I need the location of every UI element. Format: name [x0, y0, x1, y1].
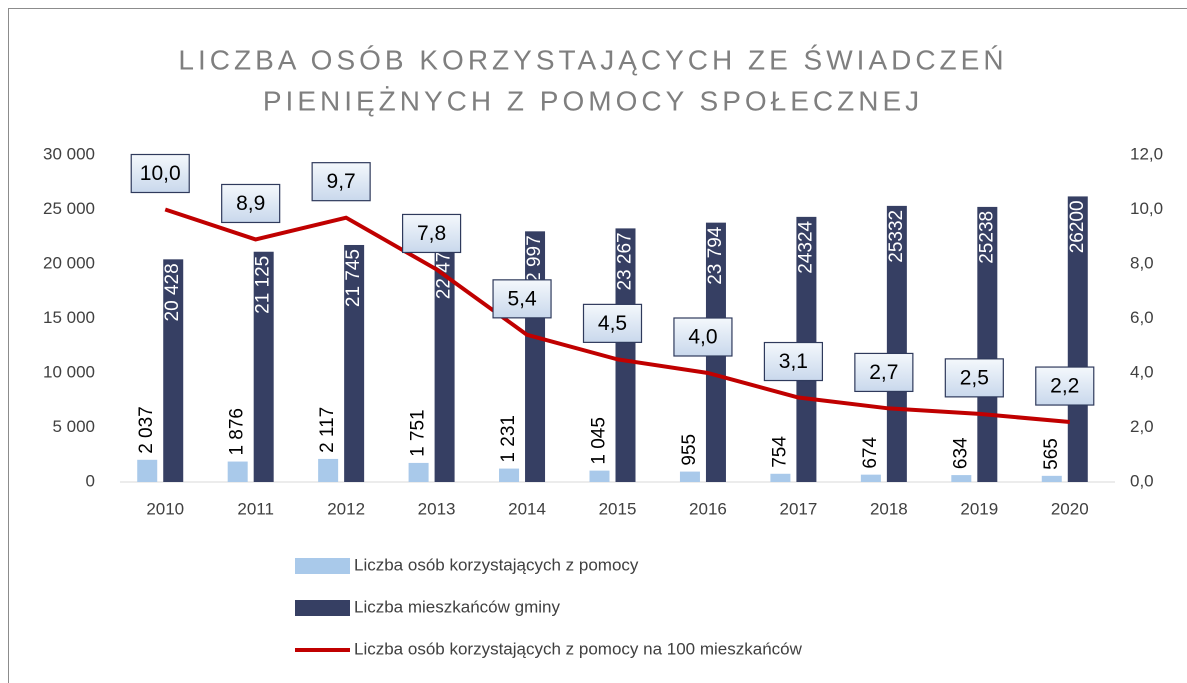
data-label: 7,8 — [417, 222, 446, 245]
data-label: 25332 — [886, 210, 907, 263]
data-label-box — [130, 153, 190, 194]
x-tick-label: 2012 — [327, 499, 365, 518]
data-label: 2 037 — [136, 406, 157, 454]
bar — [408, 462, 429, 482]
data-label: 4,5 — [598, 312, 627, 335]
x-tick-label: 2019 — [960, 499, 998, 518]
data-label: 9,7 — [327, 170, 356, 193]
data-label-box — [582, 303, 643, 343]
data-label-box — [1035, 366, 1095, 406]
x-tick-label: 2013 — [418, 499, 456, 518]
bar — [163, 259, 184, 482]
data-label: 674 — [860, 437, 881, 469]
bar — [137, 459, 158, 482]
x-tick-label: 2010 — [146, 499, 184, 518]
data-label-box — [311, 162, 371, 202]
data-label: 21 745 — [343, 249, 364, 307]
data-label: 24324 — [795, 220, 816, 273]
bar — [679, 471, 700, 482]
x-tick-label: 2016 — [689, 499, 727, 518]
x-tick-label: 2015 — [599, 499, 637, 518]
data-label: 1 751 — [408, 409, 429, 457]
y2-tick-label: 0,0 — [1130, 471, 1154, 490]
bar — [589, 470, 610, 482]
data-label: 2,7 — [869, 361, 898, 384]
data-label-box — [854, 352, 914, 393]
data-label: 4,0 — [688, 326, 717, 349]
data-label: 22 471 — [434, 241, 455, 299]
legend-swatch — [295, 558, 350, 574]
data-label-box — [401, 213, 462, 254]
y2-tick-label: 2,0 — [1130, 417, 1154, 436]
legend-swatch — [295, 600, 350, 616]
data-label: 20 428 — [162, 263, 183, 321]
bar — [227, 461, 248, 482]
data-label: 22 997 — [524, 235, 545, 293]
x-tick-label: 2020 — [1051, 499, 1089, 518]
data-label: 565 — [1041, 438, 1062, 470]
y2-tick-label: 8,0 — [1130, 253, 1154, 272]
data-label-box — [763, 341, 824, 382]
bar — [499, 468, 520, 482]
x-tick-label: 2011 — [237, 499, 274, 518]
data-label: 5,4 — [507, 287, 537, 310]
data-label: 25238 — [976, 211, 997, 264]
bar — [770, 473, 791, 482]
y2-tick-label: 10,0 — [1130, 199, 1163, 218]
x-tick-label: 2018 — [870, 499, 908, 518]
bar — [886, 205, 907, 482]
data-label-box — [944, 358, 1004, 398]
data-label-box — [492, 279, 552, 319]
data-label: 1 231 — [498, 415, 519, 463]
legend-label: Liczba mieszkańców gminy — [354, 597, 560, 616]
bar — [615, 228, 636, 482]
x-tick-label: 2017 — [779, 499, 817, 518]
data-label-box — [221, 183, 281, 224]
bar — [434, 237, 455, 482]
bar — [344, 244, 365, 482]
bar — [1067, 196, 1088, 483]
y2-tick-label: 6,0 — [1130, 308, 1154, 327]
y-tick-label: 10 000 — [43, 362, 95, 381]
bar — [318, 458, 339, 482]
data-label: 955 — [679, 434, 700, 466]
data-label: 26200 — [1067, 200, 1088, 253]
data-label: 3,1 — [779, 350, 808, 373]
data-label: 21 125 — [253, 256, 274, 314]
chart-title: LICZBA OSÓB KORZYSTAJĄCYCH ZE ŚWIADCZEŃ — [178, 43, 1007, 75]
data-label: 2,5 — [960, 366, 989, 389]
y2-tick-label: 12,0 — [1130, 144, 1163, 163]
data-label: 8,9 — [236, 192, 265, 215]
data-label: 1 876 — [227, 408, 248, 456]
data-label: 634 — [950, 437, 971, 469]
y-tick-label: 5 000 — [52, 417, 95, 436]
bar — [951, 475, 972, 482]
data-label-box — [673, 317, 733, 357]
y2-tick-label: 4,0 — [1130, 362, 1154, 381]
y-tick-label: 15 000 — [43, 308, 95, 327]
y-tick-label: 25 000 — [43, 199, 95, 218]
y-tick-label: 30 000 — [43, 144, 95, 163]
data-label: 754 — [769, 436, 790, 468]
chart-title: PIENIĘŻNYCH Z POMOCY SPOŁECZNEJ — [263, 85, 923, 116]
y-tick-label: 0 — [86, 471, 95, 490]
data-label: 23 267 — [615, 232, 636, 290]
data-label: 23 794 — [705, 226, 726, 285]
bar — [1041, 475, 1062, 482]
line — [164, 207, 1070, 425]
x-tick-label: 2014 — [508, 499, 546, 518]
bar — [253, 251, 274, 482]
legend-label: Liczba osób korzystających z pomocy na 1… — [354, 639, 803, 658]
data-label: 2,2 — [1050, 375, 1079, 398]
legend-label: Liczba osób korzystających z pomocy — [354, 555, 639, 574]
data-label: 10,0 — [140, 162, 181, 185]
data-label: 2 117 — [317, 407, 338, 453]
y-tick-label: 20 000 — [43, 253, 95, 272]
data-label: 1 045 — [589, 417, 610, 465]
bar — [860, 474, 881, 482]
